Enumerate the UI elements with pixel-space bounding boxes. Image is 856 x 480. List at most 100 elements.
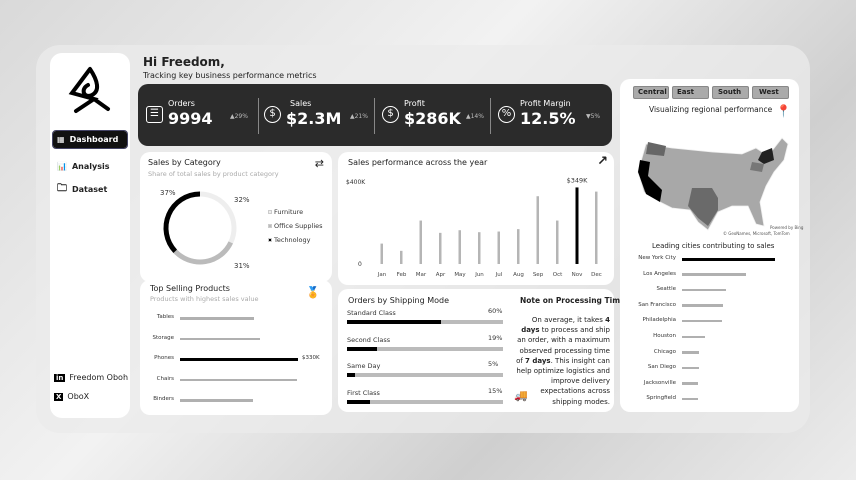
shipping-progress-fill [347,320,441,324]
state-pennsylvania [750,162,764,172]
divider [374,98,375,134]
list-icon: ☰ [146,106,163,123]
shipping-progress-fill [347,346,377,351]
note-text: On average, it takes [531,316,606,324]
state-texas [688,188,718,226]
nav-label: Analysis [71,162,110,171]
region-button-west[interactable]: West [752,86,789,99]
sidebar-item-dataset[interactable]: 🗀 Dataset [53,181,127,198]
bar-aug[interactable] [517,229,520,264]
bar-jul[interactable] [497,231,501,264]
legend-label: Technology [274,236,311,244]
bar-jan[interactable] [380,243,384,264]
legend-label: Furniture [274,208,304,216]
sidebar-item-analysis[interactable]: 📊 Analysis [53,158,127,175]
note-text: . This insight can help optimize logisti… [516,356,610,406]
product-label: Chairs [156,375,174,382]
bar-sep[interactable] [536,196,540,264]
product-bar[interactable] [180,358,298,361]
city-bar[interactable] [682,257,775,261]
top-products-card: Top Selling Products Products with highe… [140,280,332,415]
product-bar[interactable] [180,337,261,340]
product-bar[interactable] [180,378,298,381]
x-tick-label: Sep [533,272,544,278]
city-bar[interactable] [682,288,726,292]
shipping-mode-pct: 15% [488,386,503,395]
bar-dec[interactable] [595,191,598,264]
x-tick-label: Apr [436,272,446,278]
city-label: Jacksonville [643,379,676,386]
x-tick-label: Oct [553,272,563,278]
shipping-mode-label: Same Day [347,362,381,370]
y-tick-label: 0 [358,261,362,268]
divider [490,98,491,134]
bar-mar[interactable] [419,220,423,264]
city-bar[interactable] [682,397,698,401]
linkedin-link[interactable]: in Freedom Oboh [54,373,128,382]
exchange-icon: ⇄ [314,157,324,170]
legend-item: Technology [268,236,310,244]
state-new-york [758,148,774,164]
city-label: Los Angeles [643,270,676,277]
region-button-central[interactable]: Central [633,86,669,99]
profit-icon: $ [382,106,399,123]
product-bar[interactable] [180,317,255,320]
donut-slice-furniture[interactable] [199,191,237,244]
logo [68,67,110,113]
kpi-change: ▲21% [350,113,368,120]
legend-swatch [268,210,272,214]
card-title: Sales by Category [148,158,221,167]
product-bar[interactable] [180,399,253,402]
data-label: $349K [567,176,589,184]
bar-jun[interactable] [478,232,481,264]
shipping-mode-label: Standard Class [347,309,396,317]
kpi-sales: $ Sales $2.3M ▲21% [256,97,374,133]
us-map[interactable] [632,126,792,236]
percent-icon: % [498,106,515,123]
city-bar[interactable] [682,304,723,307]
nav-label: Dashboard [69,135,119,144]
donut-slice-office-supplies[interactable] [173,241,234,265]
shipping-mode-pct: 60% [488,307,503,315]
x-link[interactable]: X OboX [54,392,89,401]
bar-feb[interactable] [400,250,403,264]
city-bar[interactable] [682,335,706,338]
sidebar-item-dashboard[interactable]: ▦ Dashboard [52,130,128,149]
note-bold: 4 days [521,316,610,335]
city-bar[interactable] [682,382,699,385]
kpi-bar: ☰ Orders 9994 ▲29% $ Sales $2.3M ▲21% $ Profit $… [138,84,612,146]
region-button-south[interactable]: South [712,86,749,99]
bar-may[interactable] [458,230,462,264]
delivery-truck-icon: 🚚 [514,389,528,402]
city-bar[interactable] [682,351,700,354]
kpi-value: 12.5% [520,109,576,128]
legend-label: Office Supplies [274,222,323,230]
bar-oct[interactable] [556,220,559,264]
kpi-value: $286K [404,109,461,128]
x-tick-label: Feb [397,272,407,278]
kpi-orders: ☰ Orders 9994 ▲29% [138,97,256,133]
donut-chart: 32% 31% 37% [160,189,250,270]
bar-apr[interactable] [439,232,442,264]
kpi-label: Sales [290,99,312,108]
city-bar[interactable] [682,319,722,323]
legend-item: Office Supplies [268,222,323,230]
city-bar[interactable] [682,366,700,370]
x-tick-label: Jun [474,272,484,278]
region-button-east[interactable]: East [672,86,709,99]
donut-slice-technology[interactable] [163,191,201,253]
city-bar[interactable] [682,273,746,276]
map-attribution: Powered by Bing [770,225,804,230]
note-text: to process and ship an order, with a max… [516,326,610,365]
shipping-mode-pct: 5% [488,360,499,368]
product-label: Tables [156,314,174,320]
kpi-label: Orders [168,99,195,108]
kpi-value: $2.3M [286,109,342,128]
state-washington [646,142,666,156]
donut-label: 32% [234,196,250,204]
bar-nov[interactable] [575,187,579,264]
x-tick-label: Jan [377,272,387,278]
product-value: $330K [302,355,320,361]
us-states [637,137,789,231]
dollar-icon: $ [264,106,281,123]
